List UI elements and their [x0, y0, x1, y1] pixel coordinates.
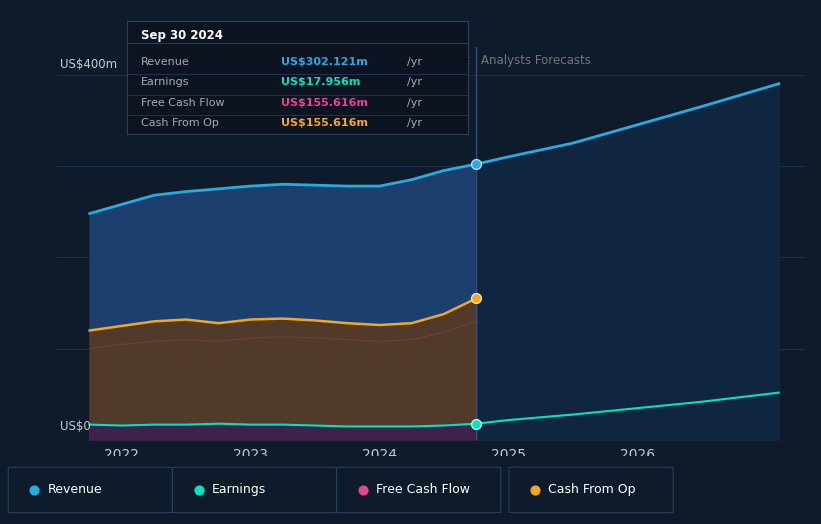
Point	[28, 486, 41, 494]
Text: Free Cash Flow: Free Cash Flow	[376, 484, 470, 496]
Text: Cash From Op: Cash From Op	[548, 484, 636, 496]
Text: /yr: /yr	[406, 97, 422, 107]
Text: Revenue: Revenue	[141, 57, 190, 67]
Point	[529, 486, 542, 494]
Point	[356, 486, 369, 494]
Text: Earnings: Earnings	[141, 78, 190, 88]
FancyBboxPatch shape	[172, 467, 337, 513]
Text: /yr: /yr	[406, 57, 422, 67]
Text: Earnings: Earnings	[212, 484, 266, 496]
Text: US$0: US$0	[60, 420, 91, 433]
Text: Past: Past	[447, 54, 471, 67]
Text: /yr: /yr	[406, 118, 422, 128]
Text: Revenue: Revenue	[48, 484, 103, 496]
Text: US$302.121m: US$302.121m	[281, 57, 367, 67]
Text: Cash From Op: Cash From Op	[141, 118, 218, 128]
FancyBboxPatch shape	[8, 467, 172, 513]
Text: US$17.956m: US$17.956m	[281, 78, 360, 88]
Text: US$400m: US$400m	[60, 58, 117, 71]
FancyBboxPatch shape	[337, 467, 501, 513]
Point	[192, 486, 205, 494]
Text: Analysts Forecasts: Analysts Forecasts	[481, 54, 591, 67]
Text: Sep 30 2024: Sep 30 2024	[141, 29, 222, 42]
FancyBboxPatch shape	[509, 467, 673, 513]
Point	[470, 294, 483, 303]
Text: /yr: /yr	[406, 78, 422, 88]
Text: US$155.616m: US$155.616m	[281, 118, 368, 128]
Point	[470, 420, 483, 428]
Text: Free Cash Flow: Free Cash Flow	[141, 97, 224, 107]
Point	[470, 160, 483, 168]
Text: US$155.616m: US$155.616m	[281, 97, 368, 107]
